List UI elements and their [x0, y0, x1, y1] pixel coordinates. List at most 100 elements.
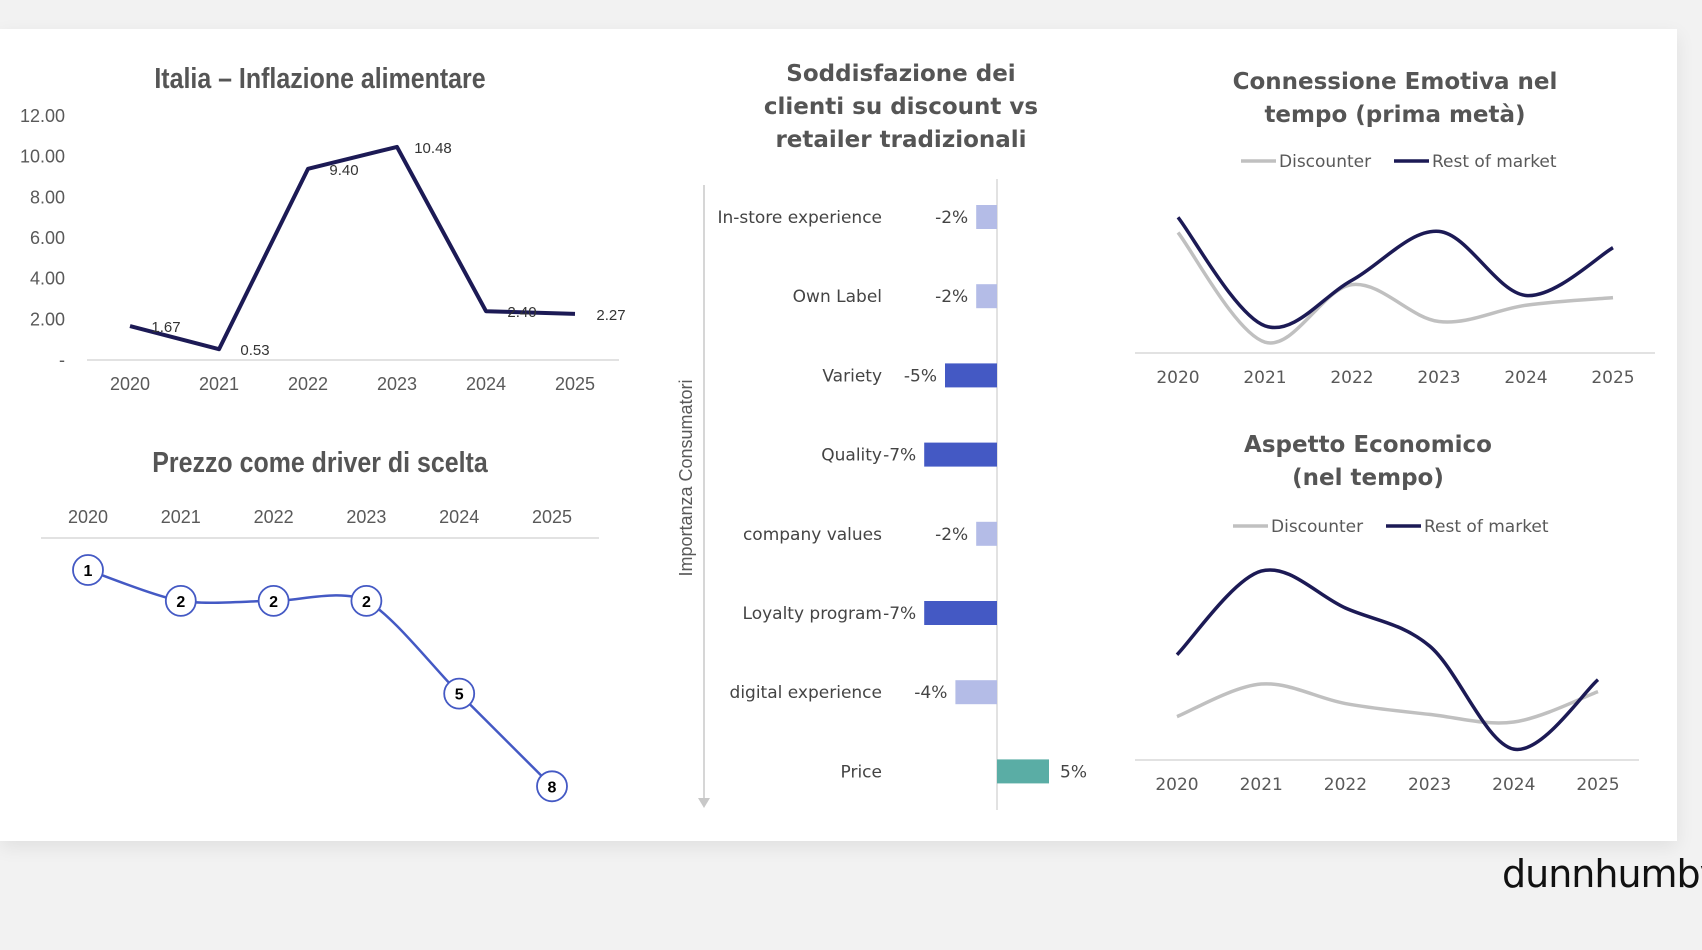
chart-title-aspetto: Aspetto Economico (nel tempo) [1244, 429, 1492, 495]
x-tick-label: 2025 [555, 374, 595, 394]
x-tick-label: 2025 [1591, 368, 1634, 388]
data-label: 0.53 [240, 342, 269, 359]
y-tick-label: 6.00 [30, 228, 65, 248]
x-tick-label: 2024 [1492, 775, 1535, 795]
y-tick-label: 4.00 [30, 269, 65, 289]
data-label: 10.48 [414, 140, 452, 157]
arrow-down-icon [698, 798, 710, 808]
category-label: In-store experience [717, 208, 882, 228]
bar [924, 601, 997, 625]
legend-label: Discounter [1279, 152, 1371, 172]
x-tick-label: 2025 [1576, 775, 1619, 795]
category-label: company values [743, 525, 882, 545]
x-tick-label: 2021 [1240, 775, 1283, 795]
legend-label: Rest of market [1432, 152, 1557, 172]
title-line: Connessione Emotiva nel [1232, 69, 1558, 95]
x-tick-label: 2022 [288, 374, 328, 394]
value-label: -7% [883, 446, 916, 466]
y-tick-label: - [59, 350, 65, 370]
price-rank-line [87, 568, 553, 788]
rank-label: 2 [362, 594, 371, 611]
legend-label: Rest of market [1424, 517, 1549, 537]
category-label: Loyalty program [743, 604, 882, 624]
value-label: 5% [1060, 762, 1087, 782]
series-line-discounter [1176, 231, 1614, 345]
category-label: Own Label [793, 287, 882, 307]
x-tick-label: 2022 [1324, 775, 1367, 795]
title-line: Aspetto Economico [1244, 432, 1492, 458]
rank-marker [164, 585, 197, 617]
value-label: -2% [935, 208, 968, 228]
inflation-line [129, 144, 576, 352]
data-label: 1.67 [151, 319, 180, 336]
chart-title-prezzo: Prezzo come driver di scelta [152, 447, 488, 479]
title-line: clienti su discount vs [763, 94, 1039, 120]
value-label: -2% [935, 287, 968, 307]
rank-marker [72, 554, 104, 586]
category-label: Quality [821, 446, 882, 466]
title-line: Soddisfazione dei [786, 61, 1016, 87]
x-tick-label: 2024 [439, 507, 479, 527]
x-tick-label: 2022 [254, 507, 294, 527]
x-tick-label: 2024 [1504, 368, 1547, 388]
x-tick-label: 2023 [377, 374, 417, 394]
x-tick-label: 2023 [346, 507, 386, 527]
bar [955, 680, 997, 705]
x-tick-label: 2025 [532, 507, 572, 527]
category-label: digital experience [730, 683, 882, 703]
bar [924, 442, 997, 467]
value-label: -4% [914, 683, 947, 703]
bar [976, 521, 997, 546]
series-line-rest-of-market [1176, 216, 1614, 330]
rank-marker [536, 770, 568, 803]
title-line: tempo (prima metà) [1264, 102, 1526, 128]
data-label: 2.27 [596, 307, 625, 324]
rank-label: 2 [176, 594, 185, 611]
bar [976, 284, 997, 309]
data-label: 9.40 [329, 162, 358, 179]
rank-label: 2 [269, 594, 278, 611]
bar [945, 363, 997, 388]
rank-label: 8 [548, 779, 557, 796]
x-tick-label: 2024 [466, 374, 506, 394]
x-tick-label: 2021 [1243, 368, 1286, 388]
y-axis-label: Importanza Consumatori [676, 379, 696, 576]
x-tick-label: 2022 [1330, 368, 1373, 388]
x-tick-label: 2023 [1408, 775, 1451, 795]
slide-card [0, 29, 1677, 841]
dunnhumby-logo: dunnhumby [1502, 852, 1702, 896]
y-tick-label: 2.00 [30, 309, 65, 329]
y-tick-label: 12.00 [20, 106, 65, 126]
series-line-rest-of-market [1175, 568, 1600, 751]
y-tick-label: 10.00 [20, 147, 65, 167]
rank-label: 5 [455, 687, 464, 704]
category-label: Price [841, 762, 882, 782]
x-tick-label: 2021 [161, 507, 201, 527]
x-tick-label: 2020 [1155, 775, 1198, 795]
chart-title-connessione: Connessione Emotiva nel tempo (prima met… [1233, 66, 1558, 132]
title-line: retailer tradizionali [775, 127, 1027, 153]
x-tick-label: 2020 [110, 374, 150, 394]
data-label: 2.40 [507, 304, 536, 321]
x-tick-label: 2020 [68, 507, 108, 527]
rank-marker [443, 677, 476, 710]
x-tick-label: 2020 [1156, 368, 1199, 388]
value-label: -2% [935, 525, 968, 545]
y-tick-label: 8.00 [30, 187, 65, 207]
x-tick-label: 2021 [199, 374, 239, 394]
series-line-discounter [1176, 682, 1599, 725]
rank-marker [350, 585, 383, 617]
value-label: -5% [904, 366, 937, 386]
rank-marker [257, 585, 290, 617]
rank-label: 1 [84, 563, 93, 580]
chart-title-soddisfazione: Soddisfazione dei clienti su discount vs… [764, 58, 1038, 157]
bar [976, 205, 997, 229]
value-label: -7% [883, 604, 916, 624]
bar [997, 759, 1049, 784]
chart-title-inflazione: Italia – Inflazione alimentare [154, 63, 486, 95]
x-tick-label: 2023 [1417, 368, 1460, 388]
title-line: (nel tempo) [1292, 465, 1444, 491]
category-label: Variety [822, 366, 882, 386]
legend-label: Discounter [1271, 517, 1363, 537]
